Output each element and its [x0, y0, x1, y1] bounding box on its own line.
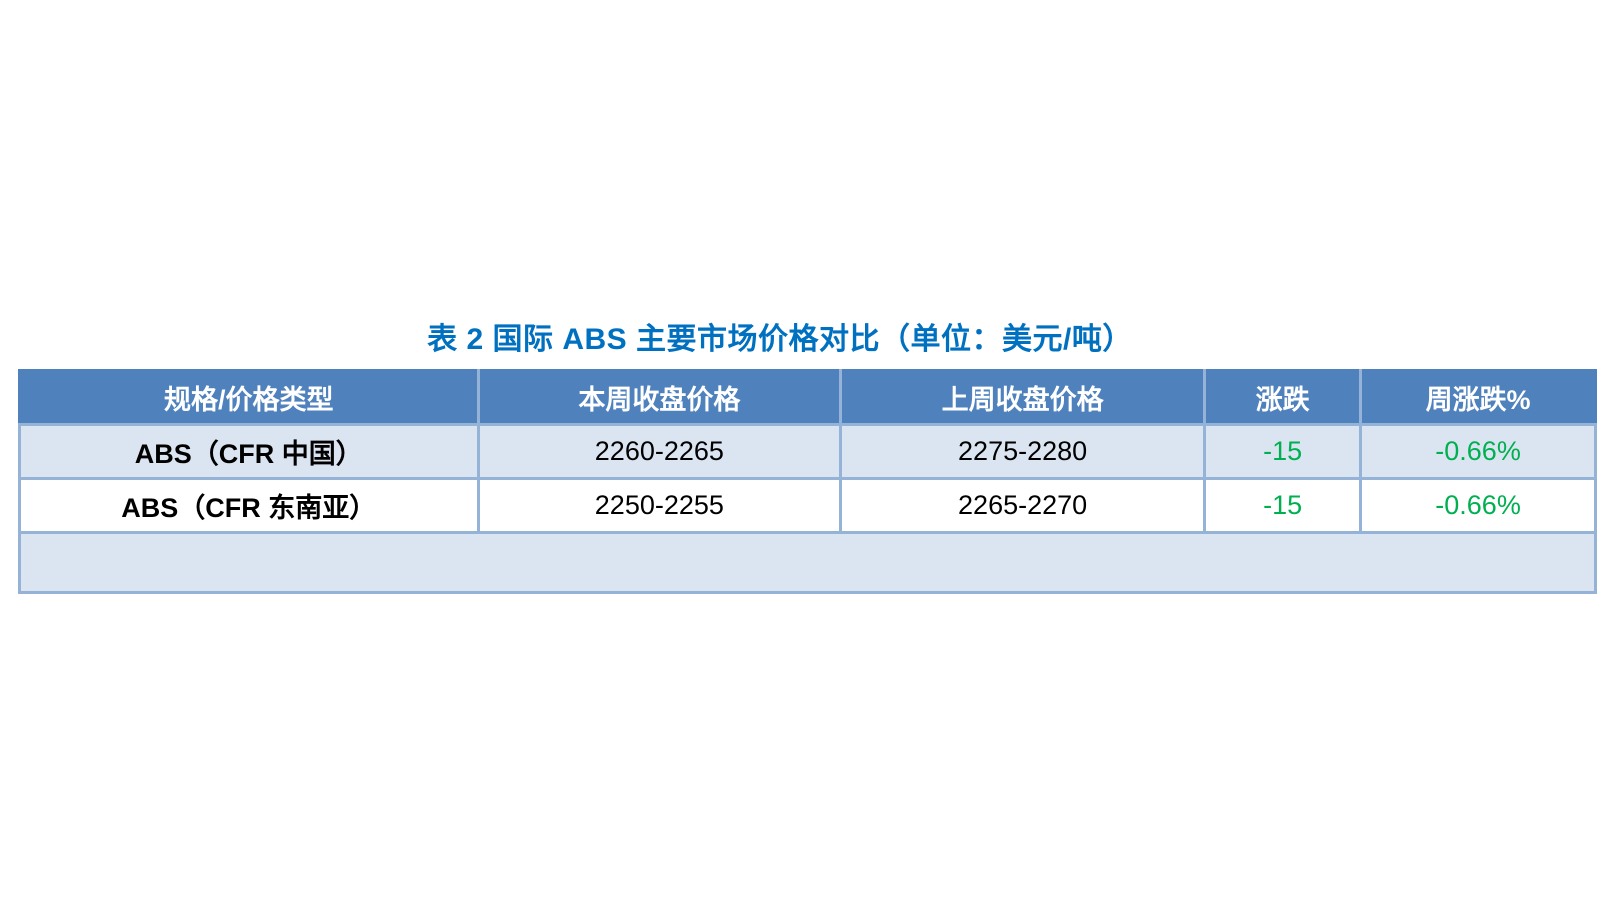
change-cell: -15: [1203, 477, 1363, 534]
table-row-abs-cfr-southeast-asia: ABS（CFR 东南亚） 2250-2255 2265-2270 -15 -0.…: [18, 477, 1597, 534]
empty-footer-cell: [18, 531, 1597, 594]
abs-price-comparison-table: 规格/价格类型 本周收盘价格 上周收盘价格 涨跌 周涨跌% ABS（CFR 中国…: [18, 369, 1597, 594]
table-row-abs-cfr-china: ABS（CFR 中国） 2260-2265 2275-2280 -15 -0.6…: [18, 423, 1597, 480]
table-caption-title: 表 2 国际 ABS 主要市场价格对比（单位：美元/吨）: [427, 323, 1133, 356]
weekly-change-pct-cell: -0.66%: [1359, 477, 1597, 534]
table-header-row: 规格/价格类型 本周收盘价格 上周收盘价格 涨跌 周涨跌%: [18, 369, 1597, 426]
last-week-price-cell: 2265-2270: [839, 477, 1207, 534]
weekly-change-pct-cell: -0.66%: [1359, 423, 1597, 480]
this-week-price-cell: 2260-2265: [476, 423, 843, 480]
last-week-price-cell: 2275-2280: [839, 423, 1207, 480]
change-cell: -15: [1203, 423, 1363, 480]
empty-footer-row: [18, 531, 1597, 594]
column-header-this-week-close: 本周收盘价格: [476, 369, 843, 426]
column-header-change: 涨跌: [1203, 369, 1363, 426]
column-header-last-week-close: 上周收盘价格: [839, 369, 1207, 426]
spec-cell: ABS（CFR 东南亚）: [18, 477, 480, 534]
column-header-spec-type: 规格/价格类型: [18, 369, 480, 426]
spec-cell: ABS（CFR 中国）: [18, 423, 480, 480]
this-week-price-cell: 2250-2255: [476, 477, 843, 534]
column-header-weekly-pct: 周涨跌%: [1359, 369, 1597, 426]
